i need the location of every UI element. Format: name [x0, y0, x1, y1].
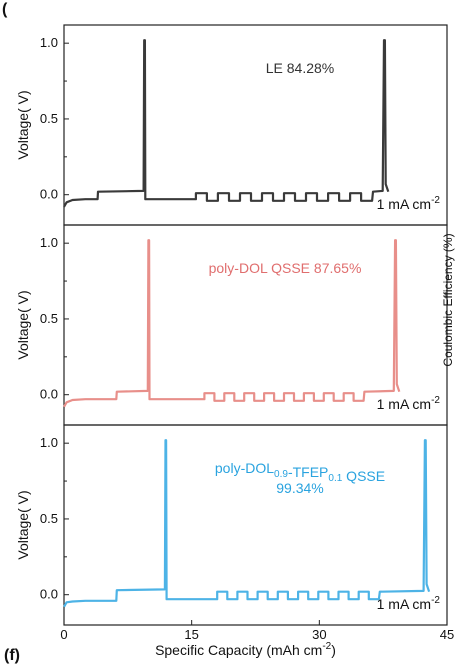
- x-axis-label: Specific Capacity (mAh cm-2): [155, 641, 336, 658]
- x-tick-label: 30: [312, 627, 326, 642]
- y-tick-label: 1.0: [40, 435, 58, 450]
- panel-label: (f): [4, 647, 20, 664]
- series-annotation: poly-DOL0.9-TFEP0.1 QSSE: [215, 460, 385, 484]
- current-density-label: 1 mA cm-2: [377, 195, 441, 212]
- right-axis-fragment: Coulombic Efficiency (%): [441, 233, 455, 366]
- voltage-curve-3: [63, 439, 431, 608]
- panel-2: 0.0 0.5 1.0 Voltage( V) poly-DOL QSSE 87.65%…: [15, 224, 448, 426]
- voltage-curve-2: [63, 239, 401, 408]
- voltage-curve-1: [63, 39, 390, 208]
- y-tick-label: 0.0: [40, 587, 58, 602]
- current-density-label: 1 mA cm-2: [377, 595, 441, 612]
- series-annotation: 99.34%: [276, 480, 323, 496]
- y-tick-label: 0.5: [40, 311, 58, 326]
- y-tick-label: 0.0: [40, 387, 58, 402]
- y-tick-label: 0.5: [40, 111, 58, 126]
- current-density-label: 1 mA cm-2: [377, 395, 441, 412]
- x-tick-label: 45: [440, 627, 454, 642]
- series-annotation: poly-DOL QSSE 87.65%: [209, 260, 362, 276]
- x-tick-label: 15: [184, 627, 198, 642]
- series-annotation: LE 84.28%: [266, 60, 335, 76]
- y-axis-label: Voltage( V): [15, 490, 31, 559]
- top-corner-mark: (: [2, 1, 8, 18]
- y-tick-label: 0.5: [40, 511, 58, 526]
- panel-frame: [63, 224, 448, 426]
- x-tick-label: 0: [60, 627, 67, 642]
- y-tick-label: 1.0: [40, 235, 58, 250]
- panel-frame: [63, 24, 448, 226]
- panel-1: 0.0 0.5 1.0 Voltage( V) LE 84.28% 1 mA cm-2: [15, 24, 448, 226]
- y-axis-label: Voltage( V): [15, 90, 31, 159]
- panel-frame: [63, 424, 448, 626]
- x-axis: 0 15 30 45 Specific Capacity (mAh cm-2): [60, 620, 454, 658]
- panel-3: 0.0 0.5 1.0 Voltage( V) poly-DOL0.9-TFEP0.1 …: [15, 424, 448, 626]
- y-tick-label: 1.0: [40, 35, 58, 50]
- y-axis-label: Voltage( V): [15, 290, 31, 359]
- y-tick-label: 0.0: [40, 187, 58, 202]
